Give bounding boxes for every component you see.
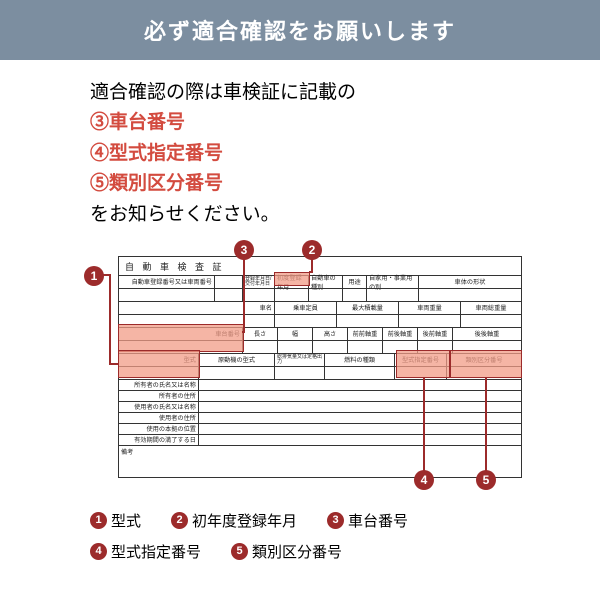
highlight-registration-date <box>274 272 310 286</box>
intro-line-1: 適合確認の際は車検証に記載の <box>90 78 600 108</box>
table-row: 有効期間の満了する日 <box>119 434 521 445</box>
highlight-chassis <box>118 324 244 352</box>
legend-badge: 1 <box>90 512 107 529</box>
callout-4: 4 <box>414 470 434 490</box>
legend-badge: 5 <box>231 543 248 560</box>
intro-block: 適合確認の際は車検証に記載の ③車台番号 ④型式指定番号 ⑤類別区分番号 をお知… <box>0 60 600 234</box>
callout-5: 5 <box>476 470 496 490</box>
table-row: 所有者の住所 <box>119 390 521 401</box>
legend-item: 3 車台番号 <box>327 510 408 531</box>
legend-label: 型式指定番号 <box>111 541 201 562</box>
table-row: 使用者の住所 <box>119 412 521 423</box>
legend-label: 初年度登録年月 <box>192 510 297 531</box>
legend-item: 2 初年度登録年月 <box>171 510 297 531</box>
table-row: 自動車登録番号又は車両番号 登録年月日/交付年月日 初度登録年月 自動車の種別 … <box>119 275 521 288</box>
table-row: 車名 乗車定員 最大積載量 車両重量 車両総重量 <box>119 301 521 314</box>
intro-highlight-2: ⑤類別区分番号 <box>90 169 600 199</box>
legend: 1 型式 2 初年度登録年月 3 車台番号 4 型式指定番号 5 類別区分番号 <box>0 492 600 562</box>
callout-3: 3 <box>234 240 254 260</box>
legend-item: 4 型式指定番号 <box>90 541 201 562</box>
highlight-classification <box>450 350 522 378</box>
highlight-designation <box>396 350 450 378</box>
highlight-type <box>118 350 200 378</box>
table-row: 使用者の氏名又は名称 <box>119 401 521 412</box>
table-row: 使用の本拠の位置 <box>119 423 521 434</box>
table-row: 所有者の氏名又は名称 <box>119 379 521 390</box>
document-diagram: 自 動 車 検 査 証 自動車登録番号又は車両番号 登録年月日/交付年月日 初度… <box>66 242 534 492</box>
legend-item: 5 類別区分番号 <box>231 541 342 562</box>
intro-highlight-0: ③車台番号 <box>90 108 600 138</box>
callout-1: 1 <box>84 266 104 286</box>
legend-badge: 3 <box>327 512 344 529</box>
callout-2: 2 <box>302 240 322 260</box>
legend-badge: 2 <box>171 512 188 529</box>
legend-item: 1 型式 <box>90 510 141 531</box>
intro-highlight-1: ④型式指定番号 <box>90 139 600 169</box>
table-row: 備考 <box>119 445 521 469</box>
banner: 必ず適合確認をお願いします <box>0 0 600 60</box>
legend-label: 型式 <box>111 510 141 531</box>
legend-badge: 4 <box>90 543 107 560</box>
legend-label: 類別区分番号 <box>252 541 342 562</box>
intro-line-last: をお知らせください。 <box>90 200 600 230</box>
legend-label: 車台番号 <box>348 510 408 531</box>
